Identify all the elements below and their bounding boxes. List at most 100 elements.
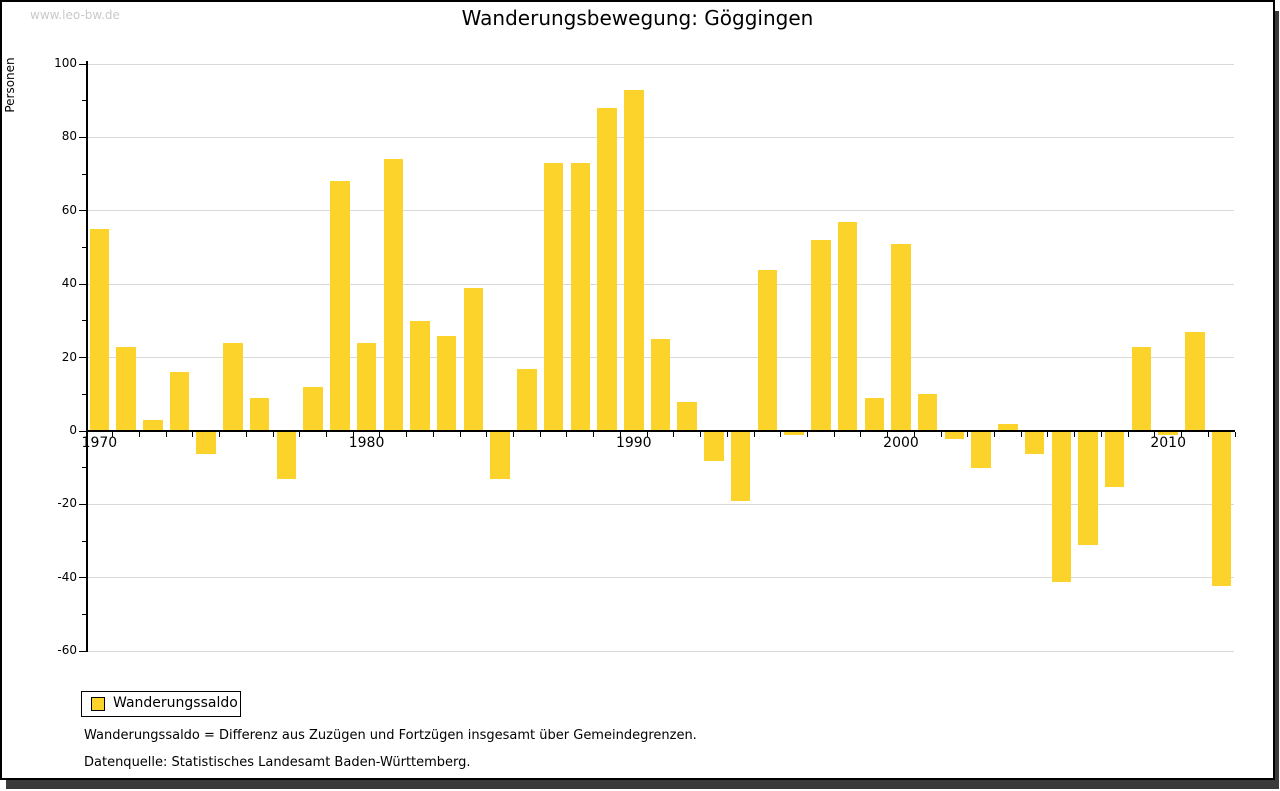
bar-2008	[1104, 431, 1125, 487]
legend-swatch	[91, 697, 105, 711]
x-tick-1975	[219, 431, 221, 437]
bar-1985	[490, 431, 510, 480]
gridline-80	[87, 136, 1234, 138]
bar-1994	[730, 431, 751, 502]
x-tick-2013	[1234, 431, 1236, 437]
watermark: www.leo-bw.de	[30, 8, 120, 22]
bar-1971	[116, 346, 136, 431]
x-tick-2012	[1207, 431, 1209, 437]
bar-1992	[677, 401, 697, 431]
x-tick-2006	[1047, 431, 1049, 437]
bar-1995	[757, 269, 778, 431]
bar-1996	[784, 431, 804, 436]
bar-1975	[223, 342, 243, 431]
bar-1998	[837, 221, 858, 431]
bar-2005	[1024, 431, 1045, 454]
x-tick-1987	[539, 431, 541, 437]
x-tick-2010	[1154, 431, 1156, 437]
bar-1978	[303, 386, 323, 431]
y-minor-tick--10	[82, 467, 86, 469]
bar-1976	[249, 397, 270, 431]
bar-2009	[1131, 346, 1152, 431]
x-tick-1993	[700, 431, 702, 437]
x-tick-2009	[1127, 431, 1129, 437]
gridline--60	[87, 650, 1234, 652]
y-major-tick-100	[79, 63, 86, 65]
bar-1999	[864, 397, 884, 431]
bar-2002	[944, 431, 965, 439]
x-tick-label-2000: 2000	[883, 435, 919, 451]
x-tick-1977	[272, 431, 274, 437]
x-tick-1988	[566, 431, 568, 437]
y-minor-tick-90	[82, 100, 86, 102]
x-tick-1983	[432, 431, 434, 437]
x-tick-1978	[299, 431, 301, 437]
x-tick-label-1970: 1970	[81, 435, 118, 451]
bar-1988	[570, 163, 591, 431]
x-tick-1995	[753, 431, 755, 437]
x-tick-2008	[1100, 431, 1102, 437]
y-minor-tick--50	[82, 614, 86, 615]
bar-1977	[276, 431, 297, 480]
x-tick-1997	[806, 431, 808, 437]
y-major-tick--40	[79, 577, 86, 579]
x-tick-1980	[352, 431, 354, 437]
x-tick-2004	[994, 431, 995, 437]
y-tick-label-60: 60	[61, 202, 77, 217]
x-tick-label-1990: 1990	[615, 435, 652, 451]
bar-1986	[517, 368, 537, 431]
bar-1987	[543, 163, 564, 431]
x-tick-1991	[646, 431, 648, 437]
y-major-tick--60	[79, 650, 86, 652]
y-tick-label-100: 100	[54, 56, 77, 70]
y-minor-tick--30	[82, 540, 86, 542]
y-major-tick--20	[79, 503, 86, 505]
bar-2007	[1078, 431, 1098, 546]
x-tick-1979	[325, 431, 327, 437]
bar-1974	[196, 431, 216, 454]
bar-1979	[330, 181, 350, 431]
bar-2011	[1185, 331, 1205, 431]
bar-1982	[410, 320, 430, 431]
y-tick-label-40: 40	[61, 276, 77, 291]
y-minor-tick-70	[82, 173, 86, 175]
y-tick-label--20: -20	[57, 496, 77, 511]
bar-1983	[436, 335, 457, 431]
footnote-source: Datenquelle: Statistisches Landesamt Bad…	[84, 755, 471, 770]
y-major-tick-0	[79, 430, 86, 432]
bar-1973	[169, 372, 190, 431]
bar-1997	[811, 240, 831, 431]
x-tick-1984	[459, 431, 461, 437]
x-tick-1972	[138, 431, 140, 437]
page-title: Wanderungsbewegung: Göggingen	[461, 6, 814, 30]
bar-1981	[383, 159, 404, 431]
y-tick-label-20: 20	[61, 349, 77, 364]
x-tick-1971	[112, 431, 114, 437]
x-tick-1982	[406, 431, 408, 437]
x-tick-1974	[192, 431, 194, 437]
bar-2001	[917, 394, 938, 431]
x-tick-2003	[967, 431, 969, 437]
x-tick-2001	[913, 431, 915, 437]
bar-2010	[1158, 431, 1178, 436]
x-tick-2007	[1074, 431, 1076, 437]
x-tick-1992	[673, 431, 675, 437]
y-major-tick-80	[79, 136, 86, 138]
y-minor-tick-50	[82, 247, 86, 248]
bar-1989	[597, 108, 617, 431]
bar-1993	[704, 431, 724, 461]
bar-1990	[624, 89, 644, 431]
gridline--20	[87, 503, 1234, 505]
gridline-40	[87, 283, 1234, 285]
x-tick-2000	[887, 431, 889, 437]
x-tick-1999	[860, 431, 862, 437]
bar-2004	[998, 423, 1018, 431]
x-tick-1990	[619, 431, 621, 437]
x-tick-1973	[165, 431, 167, 437]
x-tick-1994	[726, 431, 728, 437]
bar-1980	[356, 342, 377, 431]
bar-1970	[89, 229, 110, 431]
bar-1984	[463, 287, 484, 431]
bar-2012	[1211, 431, 1232, 586]
